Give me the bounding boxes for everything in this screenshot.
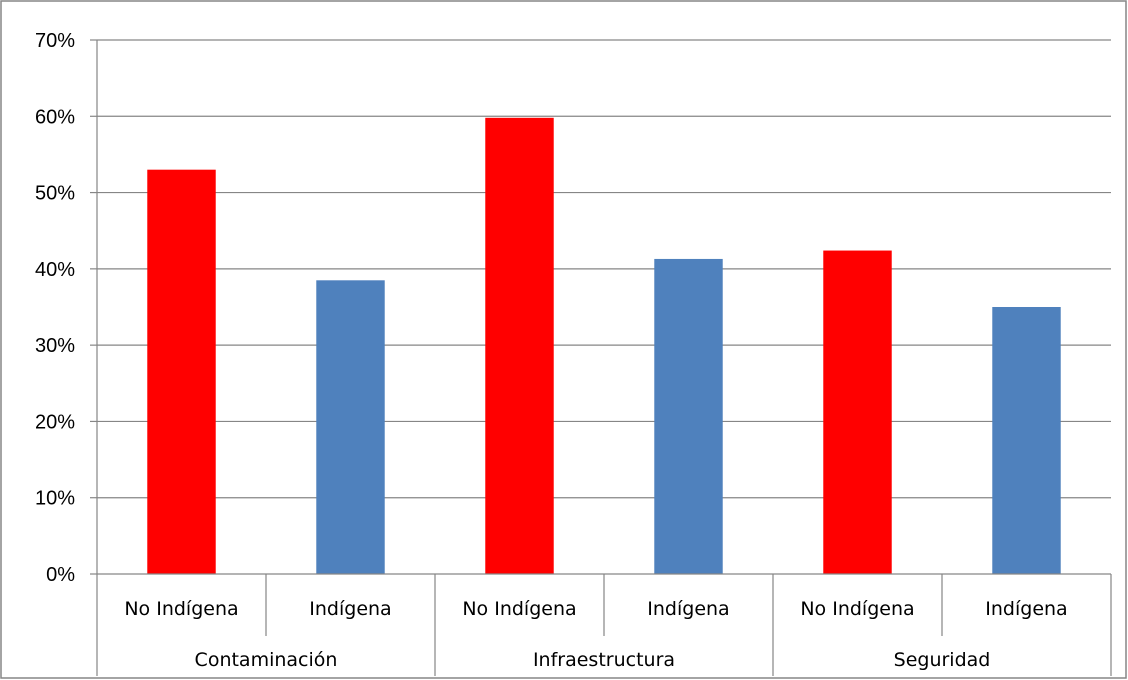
gridlines bbox=[97, 39, 1111, 499]
y-tick-label: 60% bbox=[35, 106, 75, 128]
bar-2-1 bbox=[992, 307, 1061, 574]
x-category-label: Indígena bbox=[309, 598, 391, 620]
bar-0-0 bbox=[147, 169, 216, 574]
bar-1-0 bbox=[485, 117, 554, 574]
y-axis-tick-labels: 0% 10% 20% 30% 40% 50% 60% 70% bbox=[35, 30, 75, 586]
x-group-label: Infraestructura bbox=[533, 649, 675, 671]
y-tick-label: 70% bbox=[35, 30, 75, 52]
bar-series bbox=[147, 117, 1061, 574]
axes bbox=[90, 39, 1112, 676]
y-tick-label: 20% bbox=[35, 411, 75, 433]
bar-0-1 bbox=[316, 280, 385, 574]
x-axis-labels: No Indígena Indígena Contaminación No Indíg… bbox=[124, 598, 1067, 671]
bar-2-0 bbox=[823, 250, 892, 574]
y-tick-label: 10% bbox=[35, 488, 75, 510]
y-tick-label: 30% bbox=[35, 335, 75, 357]
x-category-label: Indígena bbox=[647, 598, 729, 620]
x-category-label: No Indígena bbox=[124, 598, 238, 620]
x-category-label: No Indígena bbox=[462, 598, 576, 620]
bar-1-1 bbox=[654, 258, 723, 574]
x-group-label: Contaminación bbox=[195, 649, 338, 671]
y-tick-label: 40% bbox=[35, 259, 75, 281]
y-tick-label: 50% bbox=[35, 183, 75, 205]
x-category-label: No Indígena bbox=[800, 598, 914, 620]
x-category-label: Indígena bbox=[985, 598, 1067, 620]
x-group-label: Seguridad bbox=[894, 649, 991, 671]
y-tick-label: 0% bbox=[46, 564, 75, 586]
